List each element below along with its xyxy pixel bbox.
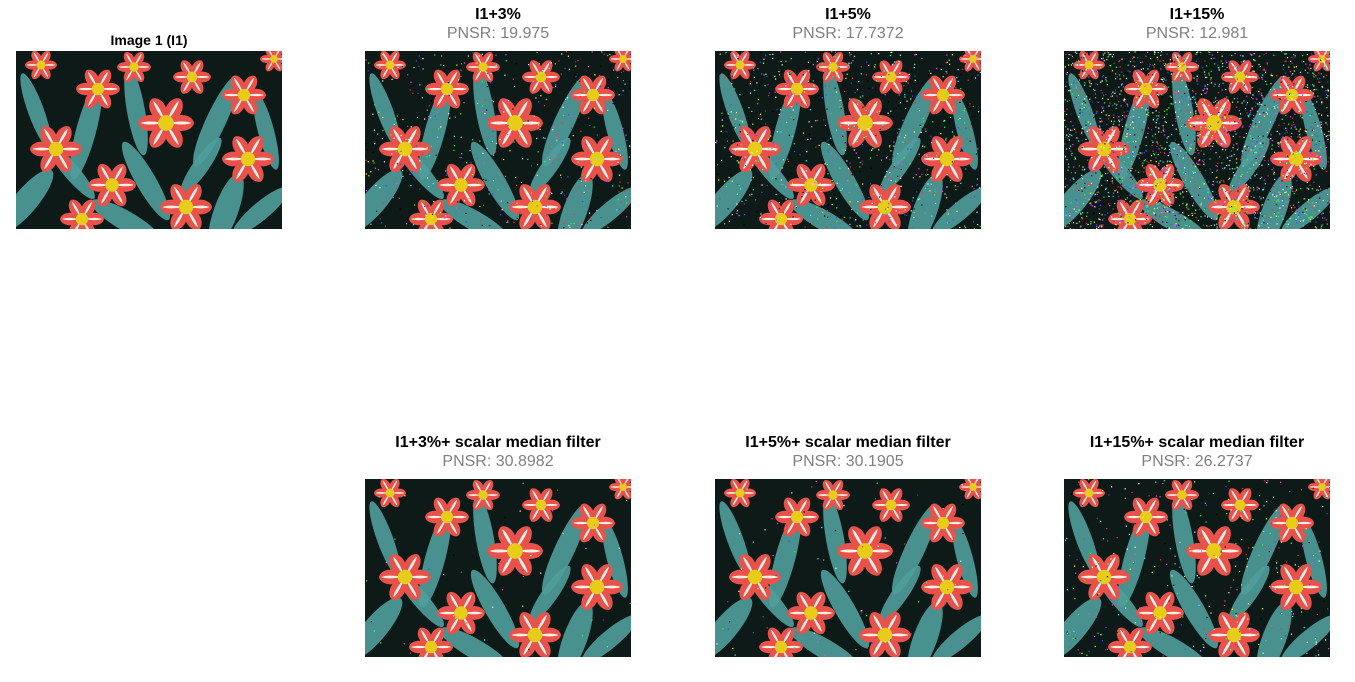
- panel-pnsr: PNSR: 19.975: [446, 25, 550, 42]
- panel-title: I1+3%+ scalar median filter: [395, 434, 601, 451]
- panel-title: I1+3%: [475, 6, 521, 23]
- panel-title: I1+5%: [825, 6, 871, 23]
- panel-filtered-15: I1+15%+ scalar median filter PNSR: 26.27…: [1064, 433, 1330, 657]
- tulip-image: [365, 51, 631, 229]
- panel-pnsr: PNSR: 30.8982: [442, 453, 554, 470]
- tulip-image: [365, 479, 631, 657]
- tulip-image: [1064, 479, 1330, 657]
- tulip-image: [16, 51, 282, 229]
- panel-filtered-5: I1+5%+ scalar median filter PNSR: 30.190…: [715, 433, 981, 657]
- panel-noise-15: I1+15% PNSR: 12.981: [1064, 5, 1330, 229]
- panel-pnsr: PNSR: 26.2737: [1141, 453, 1253, 470]
- panel-original: Image 1 (I1): [16, 30, 282, 229]
- panel-noise-5: I1+5% PNSR: 17.7372: [715, 5, 981, 229]
- panel-title: Image 1 (I1): [110, 32, 188, 48]
- tulip-image: [715, 51, 981, 229]
- panel-pnsr: PNSR: 12.981: [1145, 25, 1249, 42]
- panel-pnsr: PNSR: 17.7372: [792, 25, 904, 42]
- panel-title: I1+5%+ scalar median filter: [745, 434, 951, 451]
- tulip-image: [1064, 51, 1330, 229]
- tulip-image: [715, 479, 981, 657]
- panel-pnsr: PNSR: 30.1905: [792, 453, 904, 470]
- panel-title: I1+15%: [1169, 6, 1225, 23]
- panel-filtered-3: I1+3%+ scalar median filter PNSR: 30.898…: [365, 433, 631, 657]
- panel-title: I1+15%+ scalar median filter: [1089, 434, 1305, 451]
- panel-noise-3: I1+3% PNSR: 19.975: [365, 5, 631, 229]
